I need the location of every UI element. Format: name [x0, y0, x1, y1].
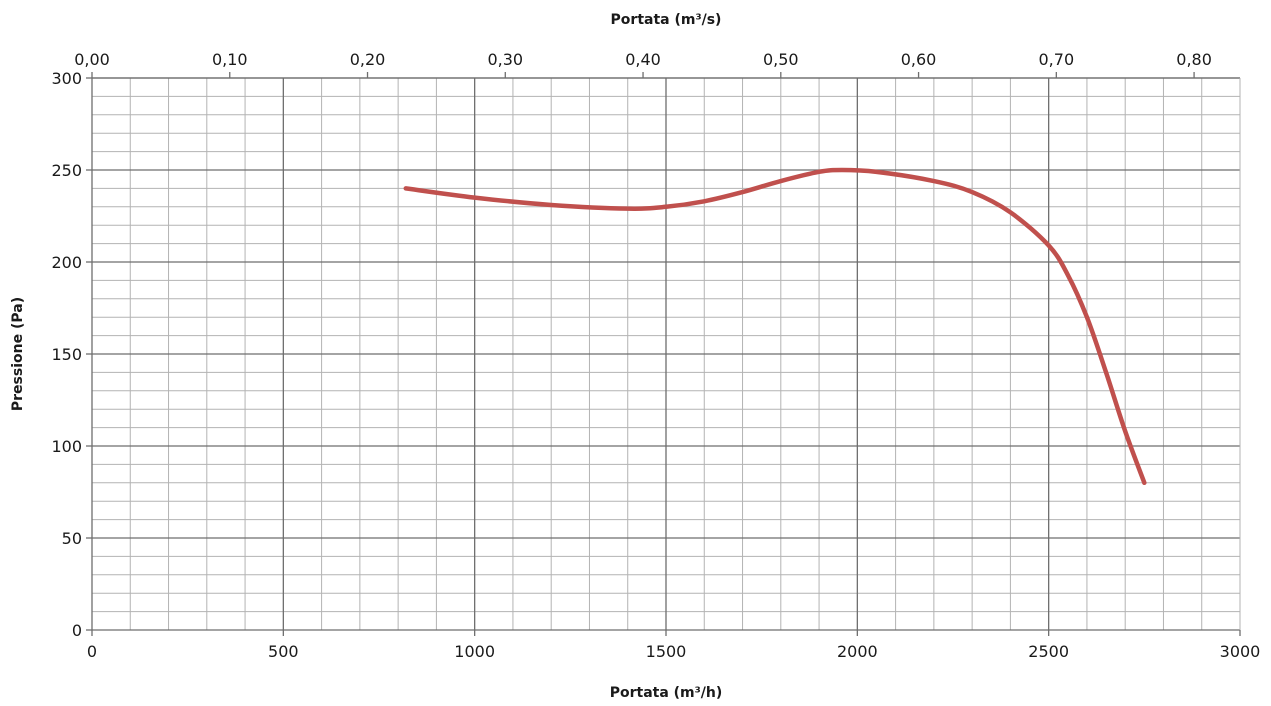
x-tick-label: 2000 — [837, 642, 878, 661]
x-tick-label: 1500 — [646, 642, 687, 661]
series-layer — [403, 167, 1147, 486]
x-axis-ticks: 0 500 1000 1500 2000 2500 3000 — [87, 630, 1260, 661]
x2-tick-label: 0,60 — [901, 50, 937, 69]
series-line — [403, 167, 1147, 486]
y-tick-label: 250 — [51, 161, 82, 180]
x2-tick-label: 0,20 — [350, 50, 386, 69]
x-tick-label: 3000 — [1220, 642, 1261, 661]
x2-tick-label: 0,10 — [212, 50, 248, 69]
major-gridlines — [92, 77, 1240, 630]
x-tick-label: 2500 — [1028, 642, 1069, 661]
y-axis-title: Pressione (Pa) — [10, 297, 26, 411]
x2-tick-label: 0,00 — [74, 50, 110, 69]
y-tick-label: 300 — [51, 69, 82, 88]
y-tick-label: 200 — [51, 253, 82, 272]
x2-tick-label: 0,30 — [487, 50, 523, 69]
x2-axis-ticks: 0,00 0,10 0,20 0,30 0,40 0,50 0,60 0,70 0,80 — [74, 50, 1212, 78]
x-axis-title: Portata (m³/h) — [610, 685, 723, 701]
x2-tick-label: 0,70 — [1039, 50, 1075, 69]
x2-tick-label: 0,40 — [625, 50, 661, 69]
x-tick-label: 0 — [87, 642, 97, 661]
y-axis-ticks: 0 50 100 150 200 250 300 — [51, 69, 92, 640]
y-tick-label: 50 — [62, 529, 82, 548]
y-tick-label: 150 — [51, 345, 82, 364]
x-tick-label: 500 — [268, 642, 299, 661]
y-tick-label: 100 — [51, 437, 82, 456]
x-tick-label: 1000 — [454, 642, 495, 661]
x2-tick-label: 0,50 — [763, 50, 799, 69]
x2-tick-label: 0,80 — [1176, 50, 1212, 69]
y-tick-label: 0 — [72, 621, 82, 640]
x2-axis-title: Portata (m³/s) — [611, 12, 722, 28]
